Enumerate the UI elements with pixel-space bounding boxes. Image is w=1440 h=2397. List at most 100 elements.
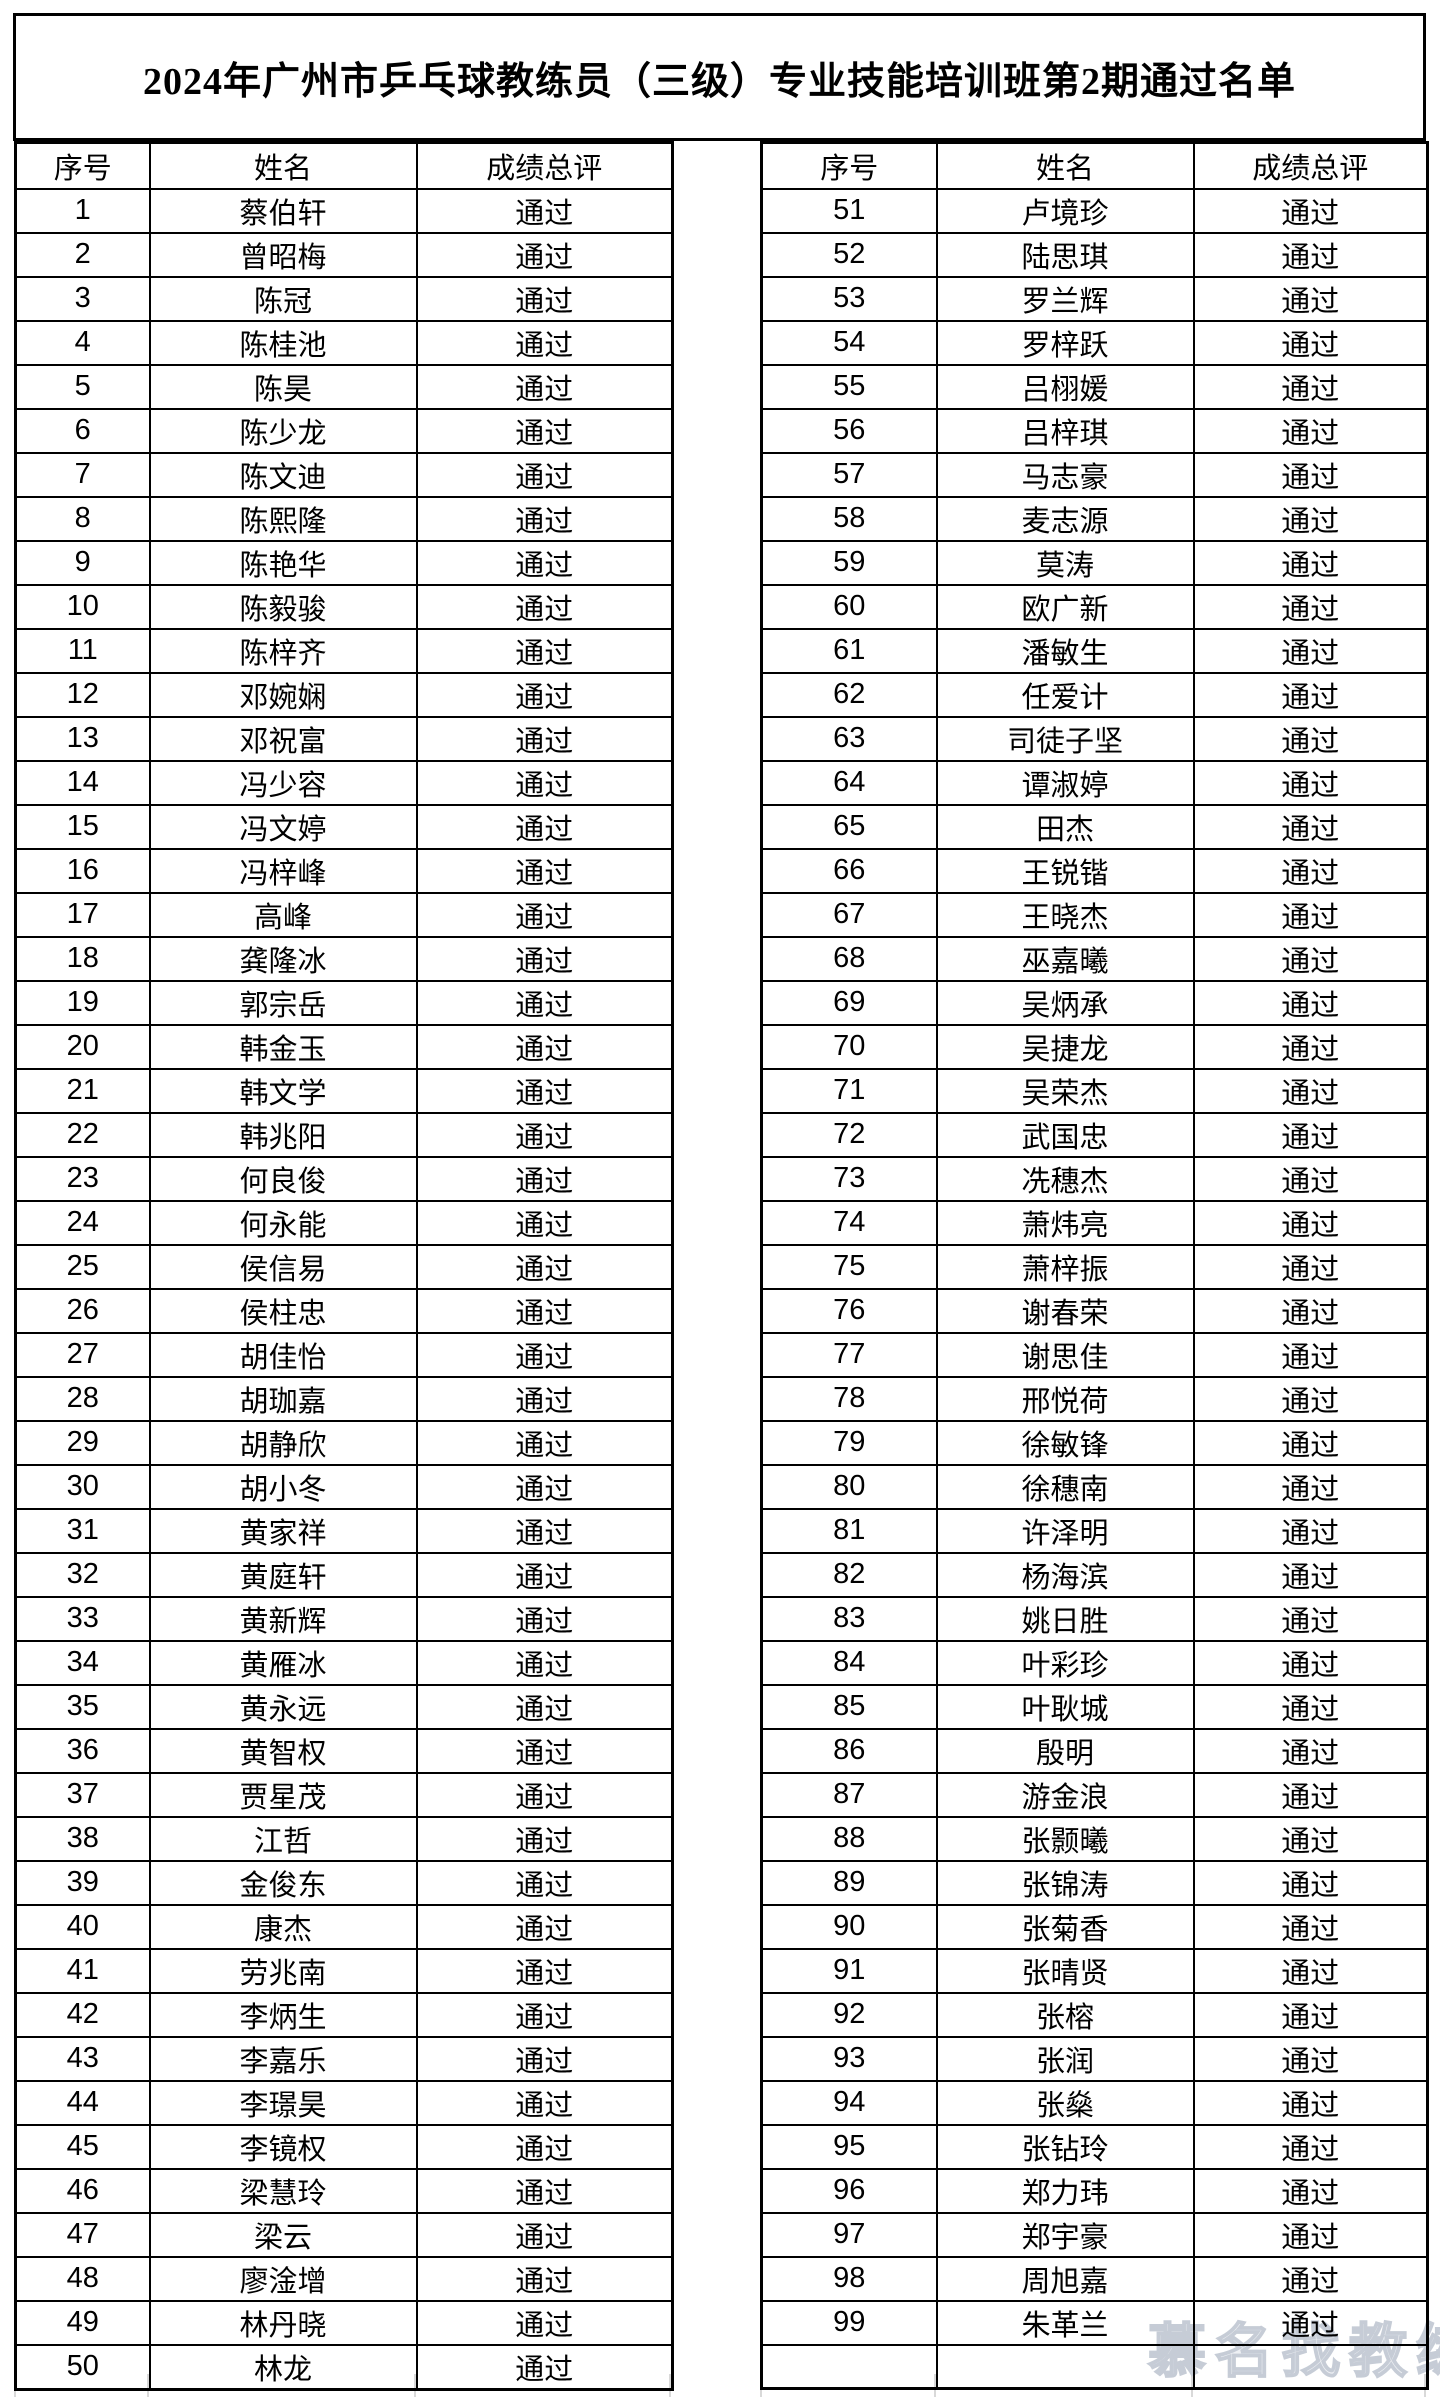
table-row: 55 吕栩媛 通过 [760, 363, 1429, 410]
name-cell: 徐穗南 [935, 1463, 1195, 1510]
row-number-cell: 35 [14, 1683, 151, 1730]
table-row: 32 黄庭轩 通过 [14, 1551, 674, 1598]
result-cell: 通过 [415, 275, 674, 322]
result-cell: 通过 [415, 363, 674, 410]
row-number-cell: 67 [760, 891, 938, 938]
result-cell: 通过 [415, 1859, 674, 1906]
table-row: 72 武国忠 通过 [760, 1111, 1429, 1158]
result-cell: 通过 [1192, 1639, 1429, 1686]
table-row: 22 韩兆阳 通过 [14, 1111, 674, 1158]
result-cell: 通过 [415, 187, 674, 234]
table-row: 91 张晴贤 通过 [760, 1947, 1429, 1994]
table-row: 99 朱革兰 通过 [760, 2299, 1429, 2346]
table-row: 21 韩文学 通过 [14, 1067, 674, 1114]
name-cell: 李嘉乐 [148, 2035, 418, 2082]
table-row: 94 张燊 通过 [760, 2079, 1429, 2126]
row-number-cell: 55 [760, 363, 938, 410]
table-row: 24 何永能 通过 [14, 1199, 674, 1246]
row-number-cell: 7 [14, 451, 151, 498]
name-cell: 侯柱忠 [148, 1287, 418, 1334]
table-row: 18 龚隆冰 通过 [14, 935, 674, 982]
table-row: 48 廖淦增 通过 [14, 2255, 674, 2302]
name-cell: 许泽明 [935, 1507, 1195, 1554]
result-cell: 通过 [415, 759, 674, 806]
table-row: 88 张颢曦 通过 [760, 1815, 1429, 1862]
result-cell: 通过 [1192, 1243, 1429, 1290]
row-number-cell: 23 [14, 1155, 151, 1202]
table-row: 30 胡小冬 通过 [14, 1463, 674, 1510]
table-row: 35 黄永远 通过 [14, 1683, 674, 1730]
row-number-cell: 94 [760, 2079, 938, 2126]
row-number-cell: 93 [760, 2035, 938, 2082]
result-cell: 通过 [1192, 979, 1429, 1026]
result-cell: 通过 [415, 495, 674, 542]
table-row: 75 萧梓振 通过 [760, 1243, 1429, 1290]
result-cell: 通过 [415, 2123, 674, 2170]
name-cell: 张晴贤 [935, 1947, 1195, 1994]
result-cell: 通过 [1192, 1815, 1429, 1862]
name-cell: 郭宗岳 [148, 979, 418, 1026]
row-number-cell: 32 [14, 1551, 151, 1598]
row-number-cell: 29 [14, 1419, 151, 1466]
row-number-cell: 99 [760, 2299, 938, 2346]
row-number-cell: 58 [760, 495, 938, 542]
result-cell: 通过 [1192, 1507, 1429, 1554]
row-number-cell: 90 [760, 1903, 938, 1950]
name-cell: 韩文学 [148, 1067, 418, 1114]
result-cell: 通过 [415, 2299, 674, 2346]
table-row: 61 潘敏生 通过 [760, 627, 1429, 674]
row-number-cell: 68 [760, 935, 938, 982]
name-cell: 陈艳华 [148, 539, 418, 586]
results-table-right: 序号 姓名 成绩总评 51 卢境珍 通过 52 陆思琪 通过 [760, 141, 1429, 2390]
name-cell: 叶耿城 [935, 1683, 1195, 1730]
table-row: 28 胡珈嘉 通过 [14, 1375, 674, 1422]
result-cell: 通过 [415, 1595, 674, 1642]
result-cell: 通过 [415, 451, 674, 498]
name-cell: 冯梓峰 [148, 847, 418, 894]
row-number-cell: 26 [14, 1287, 151, 1334]
name-cell: 林龙 [148, 2343, 418, 2390]
row-number-cell: 47 [14, 2211, 151, 2258]
title-box: 2024年广州市乒乓球教练员（三级）专业技能培训班第2期通过名单 [13, 13, 1426, 141]
table-row: 59 莫涛 通过 [760, 539, 1429, 586]
row-number-cell: 45 [14, 2123, 151, 2170]
row-number-cell: 64 [760, 759, 938, 806]
row-number-cell: 13 [14, 715, 151, 762]
table-row: 43 李嘉乐 通过 [14, 2035, 674, 2082]
name-cell: 吕梓琪 [935, 407, 1195, 454]
table-row: 37 贾星茂 通过 [14, 1771, 674, 1818]
row-number-cell: 92 [760, 1991, 938, 2038]
row-number-cell: 63 [760, 715, 938, 762]
page-title: 2024年广州市乒乓球教练员（三级）专业技能培训班第2期通过名单 [142, 60, 1296, 103]
name-cell: 胡小冬 [148, 1463, 418, 1510]
table-row: 95 张钻玲 通过 [760, 2123, 1429, 2170]
table-row: 6 陈少龙 通过 [14, 407, 674, 454]
table-row: 60 欧广新 通过 [760, 583, 1429, 630]
result-cell: 通过 [415, 1947, 674, 1994]
result-cell: 通过 [1192, 2079, 1429, 2126]
row-number-cell: 12 [14, 671, 151, 718]
result-cell: 通过 [415, 1727, 674, 1774]
table-row: 41 劳兆南 通过 [14, 1947, 674, 1994]
result-cell: 通过 [415, 891, 674, 938]
result-cell: 通过 [1192, 2299, 1429, 2346]
result-cell: 通过 [415, 2035, 674, 2082]
result-cell: 通过 [415, 231, 674, 278]
result-cell: 通过 [415, 2211, 674, 2258]
table-row: 25 侯信易 通过 [14, 1243, 674, 1290]
row-number-cell: 51 [760, 187, 938, 234]
table-row: 29 胡静欣 通过 [14, 1419, 674, 1466]
table-row: 77 谢思佳 通过 [760, 1331, 1429, 1378]
table-row: 31 黄家祥 通过 [14, 1507, 674, 1554]
name-cell: 殷明 [935, 1727, 1195, 1774]
result-cell: 通过 [1192, 627, 1429, 674]
row-number-cell: 1 [14, 187, 151, 234]
table-row: 36 黄智权 通过 [14, 1727, 674, 1774]
name-cell: 麦志源 [935, 495, 1195, 542]
table-row: 50 林龙 通过 [14, 2343, 674, 2390]
result-cell: 通过 [1192, 1683, 1429, 1730]
result-cell: 通过 [1192, 1023, 1429, 1070]
result-cell: 通过 [415, 1903, 674, 1950]
row-number-cell: 75 [760, 1243, 938, 1290]
